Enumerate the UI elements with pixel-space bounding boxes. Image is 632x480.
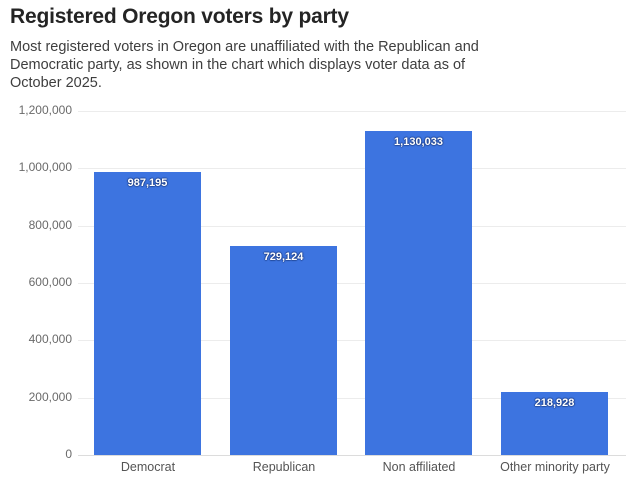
y-axis-tick-label: 400,000: [28, 332, 72, 346]
gridline-800000: [78, 226, 626, 227]
y-axis-tick-label: 1,200,000: [18, 103, 72, 117]
x-axis-tick-label-republican: Republican: [252, 460, 316, 474]
x-axis-tick-label-democrat: Democrat: [120, 460, 176, 474]
subtitle-line-3: October 2025.: [10, 75, 102, 91]
bar-value-label-other-minority-party: 218,928: [534, 397, 575, 409]
chart-title: Registered Oregon voters by party: [10, 5, 349, 28]
subtitle-line-1: Most registered voters in Oregon are una…: [10, 39, 479, 55]
gridline-1000000: [78, 168, 626, 169]
y-axis-tick-label: 800,000: [28, 218, 72, 232]
bar-republican: [230, 246, 337, 455]
bar-value-label-republican: 729,124: [263, 251, 304, 263]
y-axis-tick-label: 1,000,000: [18, 160, 72, 174]
gridline-600000: [78, 283, 626, 284]
y-axis-tick-label: 0: [65, 447, 72, 461]
bar-value-label-democrat: 987,195: [127, 177, 168, 189]
gridline-1200000: [78, 111, 626, 112]
x-axis-tick-label-other-minority-party: Other minority party: [500, 460, 610, 474]
y-axis-tick-label: 600,000: [28, 275, 72, 289]
gridline-200000: [78, 398, 626, 399]
subtitle-line-2: Democratic party, as shown in the chart …: [10, 57, 466, 73]
y-axis-tick-label: 200,000: [28, 390, 72, 404]
x-axis-tick-label-non-affiliated: Non affiliated: [382, 460, 456, 474]
bar-other-minority-party: [501, 392, 608, 455]
gridline-0: [78, 455, 626, 456]
gridline-400000: [78, 340, 626, 341]
bar-non-affiliated: [365, 131, 472, 455]
chart-subtitle: Most registered voters in Oregon are una…: [10, 38, 620, 92]
bar-democrat: [94, 172, 201, 455]
bar-value-label-non-affiliated: 1,130,033: [394, 136, 443, 148]
